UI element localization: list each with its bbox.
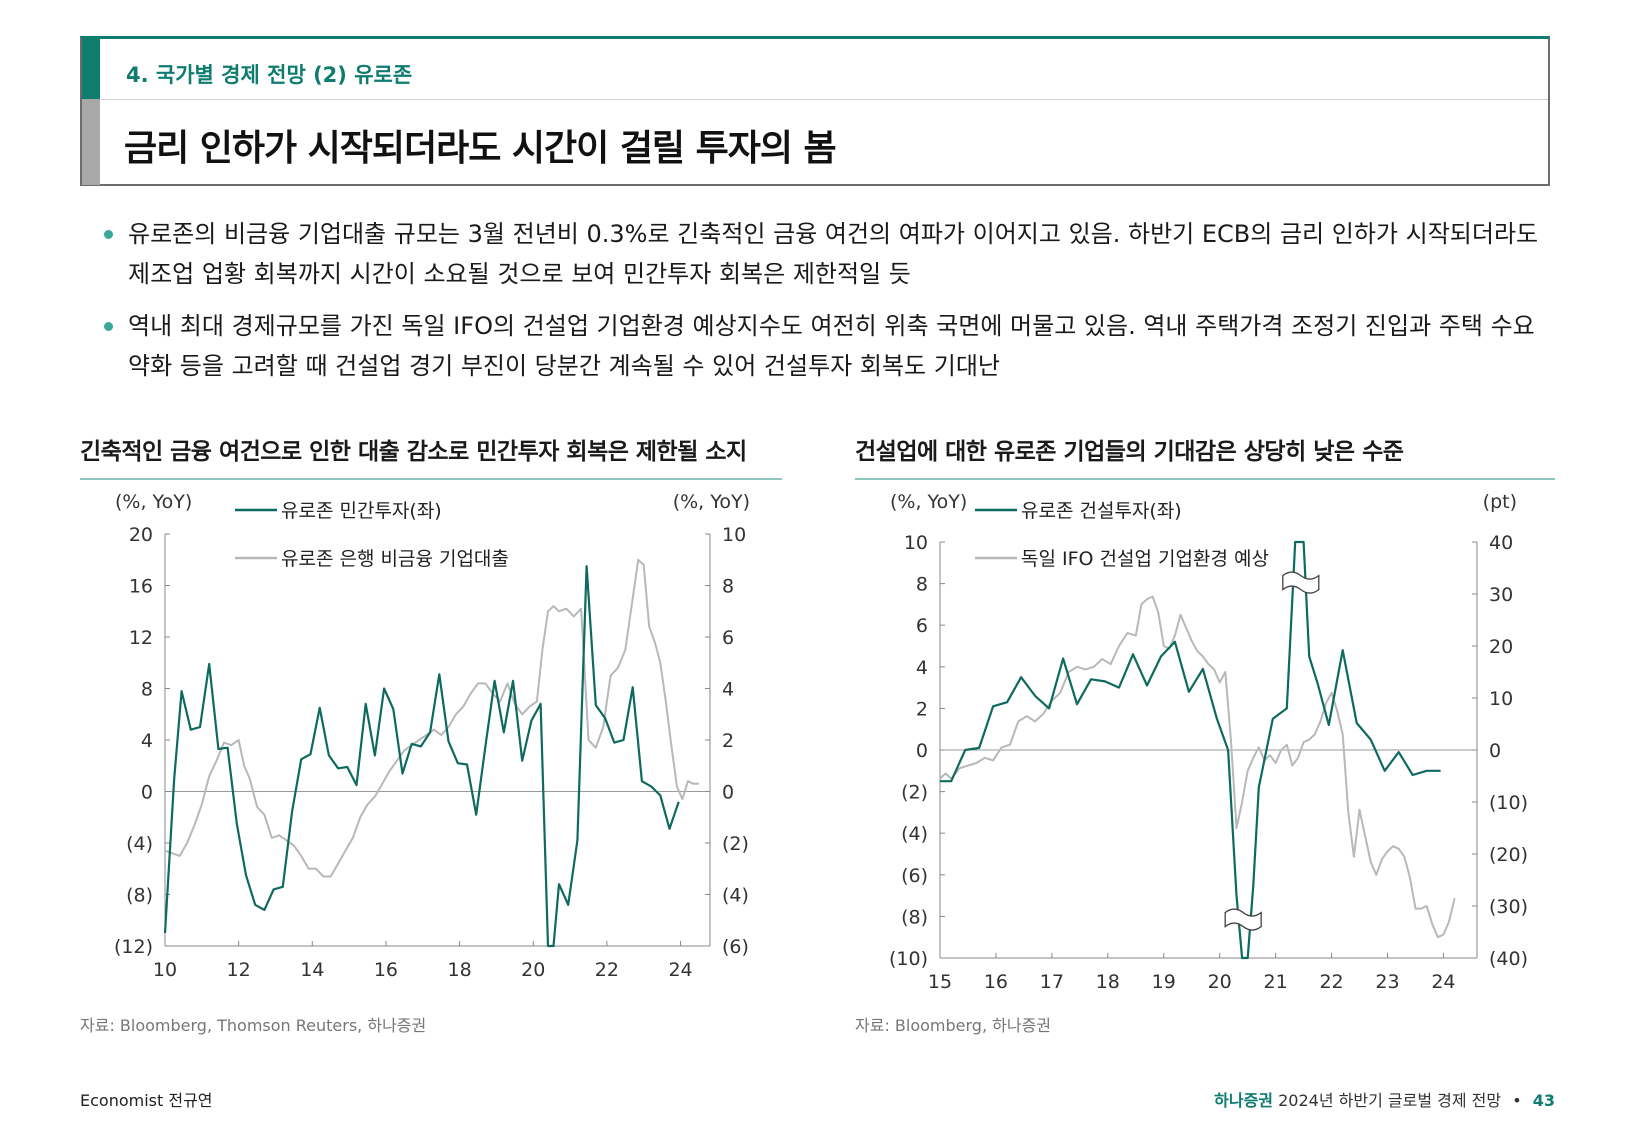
header-divider	[100, 99, 1548, 100]
left-tick-label: 0	[916, 740, 928, 762]
axis-break-icon	[1224, 908, 1262, 931]
right-tick-label: 2	[722, 730, 734, 752]
left-tick-label: 6	[916, 615, 928, 637]
legend-label: 유로존 은행 비금융 기업대출	[281, 548, 509, 570]
series-line-secondary	[164, 558, 699, 878]
left-tick-label: (4)	[901, 823, 928, 845]
left-tick-label: (6)	[901, 865, 928, 887]
left-tick-label: (2)	[901, 782, 928, 804]
left-tick-label: 0	[141, 782, 153, 804]
chart-2-rule	[855, 478, 1555, 480]
chart-2-source: 자료: Bloomberg, 하나증권	[855, 1016, 1052, 1035]
x-tick-label: 24	[1431, 971, 1455, 993]
right-axis-unit: (%, YoY)	[673, 491, 750, 513]
chart-2-title: 건설업에 대한 유로존 기업들의 기대감은 상당히 낮은 수준	[855, 439, 1404, 465]
left-tick-label: 12	[129, 627, 153, 649]
footer-separator: •	[1512, 1091, 1522, 1110]
chart-1-source: 자료: Bloomberg, Thomson Reuters, 하나증권	[80, 1016, 427, 1035]
left-axis-unit: (%, YoY)	[115, 491, 192, 513]
x-tick-label: 22	[1319, 971, 1343, 993]
x-tick-label: 17	[1040, 971, 1064, 993]
x-tick-label: 24	[668, 959, 692, 981]
legend-label: 독일 IFO 건설업 기업환경 예상	[1021, 548, 1269, 570]
left-axis-unit: (%, YoY)	[890, 491, 967, 513]
right-tick-label: 0	[1489, 740, 1501, 762]
left-tick-label: 4	[916, 657, 928, 679]
right-tick-label: 10	[722, 524, 746, 546]
right-tick-label: (2)	[722, 833, 749, 855]
legend-label: 유로존 민간투자(좌)	[281, 500, 442, 522]
left-tick-label: (10)	[889, 948, 928, 970]
left-tick-label: 8	[141, 679, 153, 701]
left-tick-label: (8)	[126, 885, 153, 907]
right-tick-label: 10	[1489, 688, 1513, 710]
right-tick-label: 0	[722, 782, 734, 804]
right-tick-label: 4	[722, 679, 734, 701]
header-box: 4. 국가별 경제 전망 (2) 유로존 금리 인하가 시작되더라도 시간이 걸…	[80, 36, 1550, 186]
footer-report: 하나증권 2024년 하반기 글로벌 경제 전망 • 43	[1214, 1087, 1555, 1111]
x-tick-label: 19	[1152, 971, 1176, 993]
axis-break-shape	[1224, 908, 1262, 931]
footer-report-title: 2024년 하반기 글로벌 경제 전망	[1278, 1091, 1502, 1110]
x-tick-label: 23	[1375, 971, 1399, 993]
left-tick-label: (8)	[901, 906, 928, 928]
right-tick-label: (20)	[1489, 844, 1528, 866]
left-tick-label: 20	[129, 524, 153, 546]
bullet-dot-icon	[104, 322, 113, 331]
right-tick-label: 6	[722, 627, 734, 649]
right-axis-unit: (pt)	[1483, 491, 1517, 513]
x-tick-label: 20	[521, 959, 545, 981]
bullet-item: 역내 최대 경제규모를 가진 독일 IFO의 건설업 기업환경 예상지수도 여전…	[104, 306, 1554, 386]
right-tick-label: (30)	[1489, 896, 1528, 918]
header-accent-bar	[82, 39, 100, 99]
left-tick-label: (12)	[114, 936, 153, 958]
left-tick-label: (4)	[126, 833, 153, 855]
bullet-dot-icon	[104, 230, 113, 239]
series-line-primary	[940, 540, 1441, 960]
x-tick-label: 12	[227, 959, 251, 981]
left-tick-label: 4	[141, 730, 153, 752]
bullet-list: 유로존의 비금융 기업대출 규모는 3월 전년비 0.3%로 긴축적인 금융 여…	[104, 214, 1554, 398]
right-tick-label: 30	[1489, 584, 1513, 606]
right-tick-label: (40)	[1489, 948, 1528, 970]
axis-break-shape	[1282, 571, 1320, 594]
page-title: 금리 인하가 시작되더라도 시간이 걸릴 투자의 봄	[124, 128, 837, 169]
header-gray-bar	[82, 99, 100, 185]
x-tick-label: 16	[374, 959, 398, 981]
bullet-text: 역내 최대 경제규모를 가진 독일 IFO의 건설업 기업환경 예상지수도 여전…	[128, 312, 1535, 380]
section-label: 4. 국가별 경제 전망 (2) 유로존	[126, 63, 413, 87]
right-tick-label: 8	[722, 576, 734, 598]
bullet-item: 유로존의 비금융 기업대출 규모는 3월 전년비 0.3%로 긴축적인 금융 여…	[104, 214, 1554, 294]
x-tick-label: 14	[300, 959, 324, 981]
x-tick-label: 21	[1264, 971, 1288, 993]
left-tick-label: 16	[129, 576, 153, 598]
right-tick-label: (4)	[722, 885, 749, 907]
bullet-text: 유로존의 비금융 기업대출 규모는 3월 전년비 0.3%로 긴축적인 금융 여…	[128, 220, 1539, 288]
chart-1-title: 긴축적인 금융 여건으로 인한 대출 감소로 민간투자 회복은 제한될 소지	[80, 439, 747, 465]
x-tick-label: 22	[595, 959, 619, 981]
legend-label: 유로존 건설투자(좌)	[1021, 500, 1182, 522]
right-tick-label: (6)	[722, 936, 749, 958]
page-number: 43	[1532, 1091, 1555, 1110]
footer-brand: 하나증권	[1214, 1091, 1274, 1110]
x-tick-label: 20	[1208, 971, 1232, 993]
right-tick-label: (10)	[1489, 792, 1528, 814]
right-tick-label: 20	[1489, 636, 1513, 658]
footer-author: Economist 전규연	[80, 1091, 213, 1110]
left-tick-label: 10	[904, 532, 928, 554]
chart-2: 1086420(2)(4)(6)(8)(10)403020100(10)(20)…	[889, 491, 1528, 993]
x-tick-label: 18	[1096, 971, 1120, 993]
right-tick-label: 40	[1489, 532, 1513, 554]
x-tick-label: 18	[448, 959, 472, 981]
x-tick-label: 15	[928, 971, 952, 993]
left-tick-label: 8	[916, 574, 928, 596]
x-tick-label: 16	[984, 971, 1008, 993]
axis-break-icon	[1282, 571, 1320, 594]
x-tick-label: 10	[153, 959, 177, 981]
series-line-primary	[163, 565, 680, 948]
left-tick-label: 2	[916, 698, 928, 720]
chart-1-rule	[80, 478, 782, 480]
series-line-secondary	[939, 595, 1456, 939]
